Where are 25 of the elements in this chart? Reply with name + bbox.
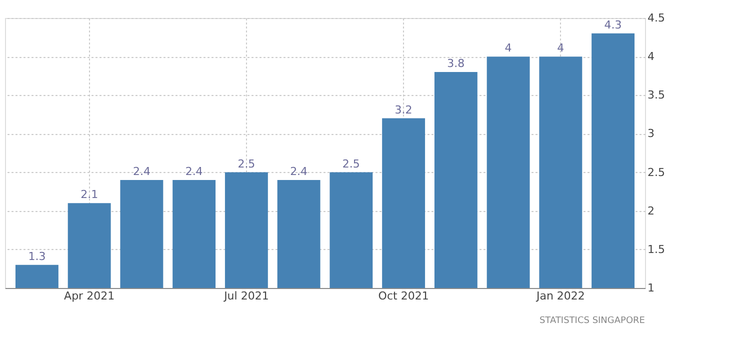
data-label: 2.1 <box>80 188 98 202</box>
data-label: 3.8 <box>447 57 465 70</box>
x-tick-label: Jan 2022 <box>535 290 585 302</box>
x-tick-label: Oct 2021 <box>378 290 429 302</box>
data-label: 1.3 <box>28 250 46 263</box>
x-tick-label: Apr 2021 <box>64 290 115 302</box>
text: STATISTICS SINGAPORE <box>539 316 646 326</box>
data-label: 2.4 <box>185 165 203 178</box>
data-label: 2.5 <box>238 157 256 170</box>
y-tick-label: 3 <box>648 127 654 140</box>
data-label: 2.4 <box>290 165 308 178</box>
y-tick-label: 2.5 <box>648 166 665 179</box>
y-tick-label: 2 <box>648 204 654 218</box>
y-tick-label: 4 <box>648 50 654 64</box>
x-tick-label: Jul 2021 <box>223 290 269 302</box>
y-tick-label: 1.5 <box>648 242 665 256</box>
data-label: 4 <box>557 42 564 55</box>
y-tick-label: 1 <box>648 282 654 294</box>
data-label: 4 <box>504 42 512 55</box>
data-label: 4.3 <box>604 18 622 32</box>
y-tick-label: 4.5 <box>648 12 665 24</box>
data-label: 2.4 <box>132 165 150 178</box>
y-tick-label: 3.5 <box>648 88 665 102</box>
data-label: 3.2 <box>394 103 412 116</box>
data-label: 2.5 <box>342 157 360 170</box>
